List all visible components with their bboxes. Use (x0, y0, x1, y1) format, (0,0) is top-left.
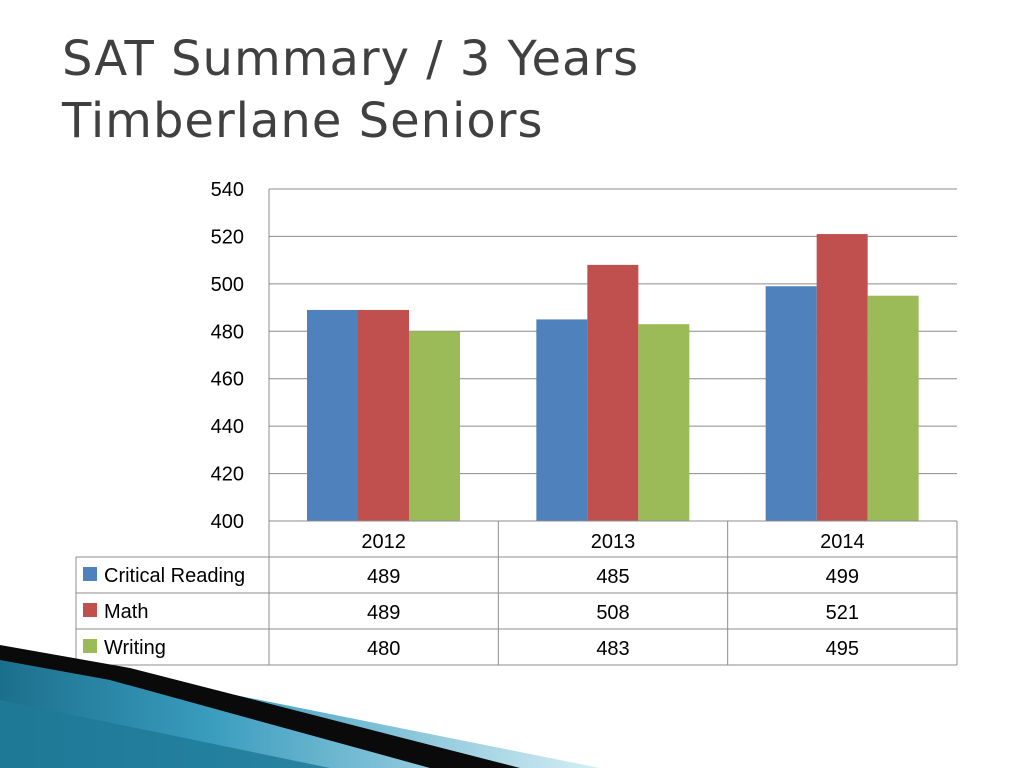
legend-label: Math (104, 601, 148, 623)
legend-label: Critical Reading (104, 565, 245, 587)
category-label: 2013 (591, 531, 636, 553)
y-tick-label: 400 (211, 511, 244, 533)
category-label: 2014 (820, 531, 865, 553)
data-label: 489 (367, 602, 400, 624)
y-tick-label: 500 (211, 274, 244, 296)
bar (536, 319, 588, 521)
y-tick-label: 540 (211, 179, 244, 201)
bar (409, 331, 460, 521)
bar (307, 309, 358, 521)
data-label: 508 (596, 602, 629, 624)
data-label: 483 (596, 638, 629, 660)
title-line-2: Timberlane Seniors (62, 93, 544, 149)
data-label: 485 (596, 566, 629, 588)
bar (358, 309, 409, 521)
y-tick-label: 480 (211, 321, 244, 343)
bar (867, 295, 919, 521)
y-tick-label: 440 (211, 416, 244, 438)
legend-key (83, 567, 97, 581)
category-label: 2012 (361, 531, 406, 553)
title-line-1: SAT Summary / 3 Years (62, 31, 640, 87)
bar (587, 264, 639, 521)
y-tick-label: 460 (211, 369, 244, 391)
y-tick-label: 420 (211, 464, 244, 486)
legend-label: Writing (104, 637, 166, 659)
data-label: 521 (826, 602, 859, 624)
data-label: 489 (367, 566, 400, 588)
data-label: 480 (367, 638, 400, 660)
data-label: 499 (826, 566, 859, 588)
bar (638, 324, 690, 521)
slide-title: SAT Summary / 3 Years Timberlane Seniors (62, 28, 639, 152)
legend-key (83, 603, 97, 617)
legend-key (83, 639, 97, 653)
data-label: 495 (826, 638, 859, 660)
y-tick-label: 520 (211, 226, 244, 248)
bar (816, 234, 868, 522)
bar (765, 286, 817, 521)
